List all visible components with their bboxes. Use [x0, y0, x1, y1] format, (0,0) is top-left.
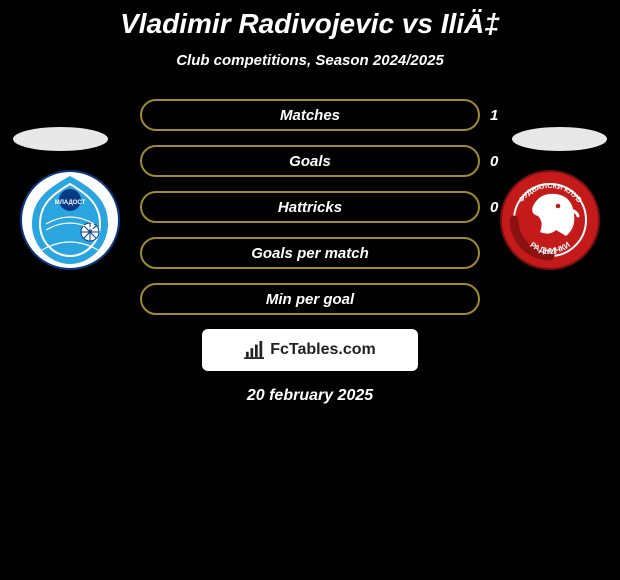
page-subtitle: Club competitions, Season 2024/2025 — [0, 52, 620, 69]
right-player-ellipse — [512, 127, 607, 151]
stat-label: Hattricks — [278, 199, 342, 216]
stat-right-value: 0 — [490, 153, 498, 170]
radnicki-crest-icon: ФУДБАЛСКИ КЛУБ РАДНИЧКИ 1923 — [500, 170, 600, 270]
mladost-crest-icon: МЛАДОСТ — [20, 170, 120, 270]
svg-text:1923: 1923 — [543, 250, 557, 256]
stat-row-min-per-goal: Min per goal — [140, 283, 480, 315]
bar-chart-icon — [244, 341, 266, 359]
left-player-ellipse — [13, 127, 108, 151]
comparison-card: Vladimir Radivojevic vs IliÄ‡ Club compe… — [0, 0, 620, 405]
stat-label: Matches — [280, 107, 340, 124]
svg-text:МЛАДОСТ: МЛАДОСТ — [55, 200, 86, 206]
stat-label: Goals — [289, 153, 331, 170]
stat-row-hattricks: Hattricks 0 — [140, 191, 480, 223]
stat-row-goals: Goals 0 — [140, 145, 480, 177]
stat-row-goals-per-match: Goals per match — [140, 237, 480, 269]
stat-label: Min per goal — [266, 291, 354, 308]
left-club-crest: МЛАДОСТ — [20, 170, 120, 270]
page-title: Vladimir Radivojevic vs IliÄ‡ — [0, 0, 620, 40]
generated-date: 20 february 2025 — [0, 387, 620, 405]
stat-right-value: 0 — [490, 199, 498, 216]
attribution-text: FcTables.com — [270, 341, 376, 359]
stat-label: Goals per match — [251, 245, 369, 262]
stat-right-value: 1 — [490, 107, 498, 124]
stat-row-matches: Matches 1 — [140, 99, 480, 131]
right-club-crest: ФУДБАЛСКИ КЛУБ РАДНИЧКИ 1923 — [500, 170, 600, 270]
stats-list: Matches 1 Goals 0 Hattricks 0 Goals per … — [140, 99, 480, 315]
attribution-badge[interactable]: FcTables.com — [202, 329, 418, 371]
